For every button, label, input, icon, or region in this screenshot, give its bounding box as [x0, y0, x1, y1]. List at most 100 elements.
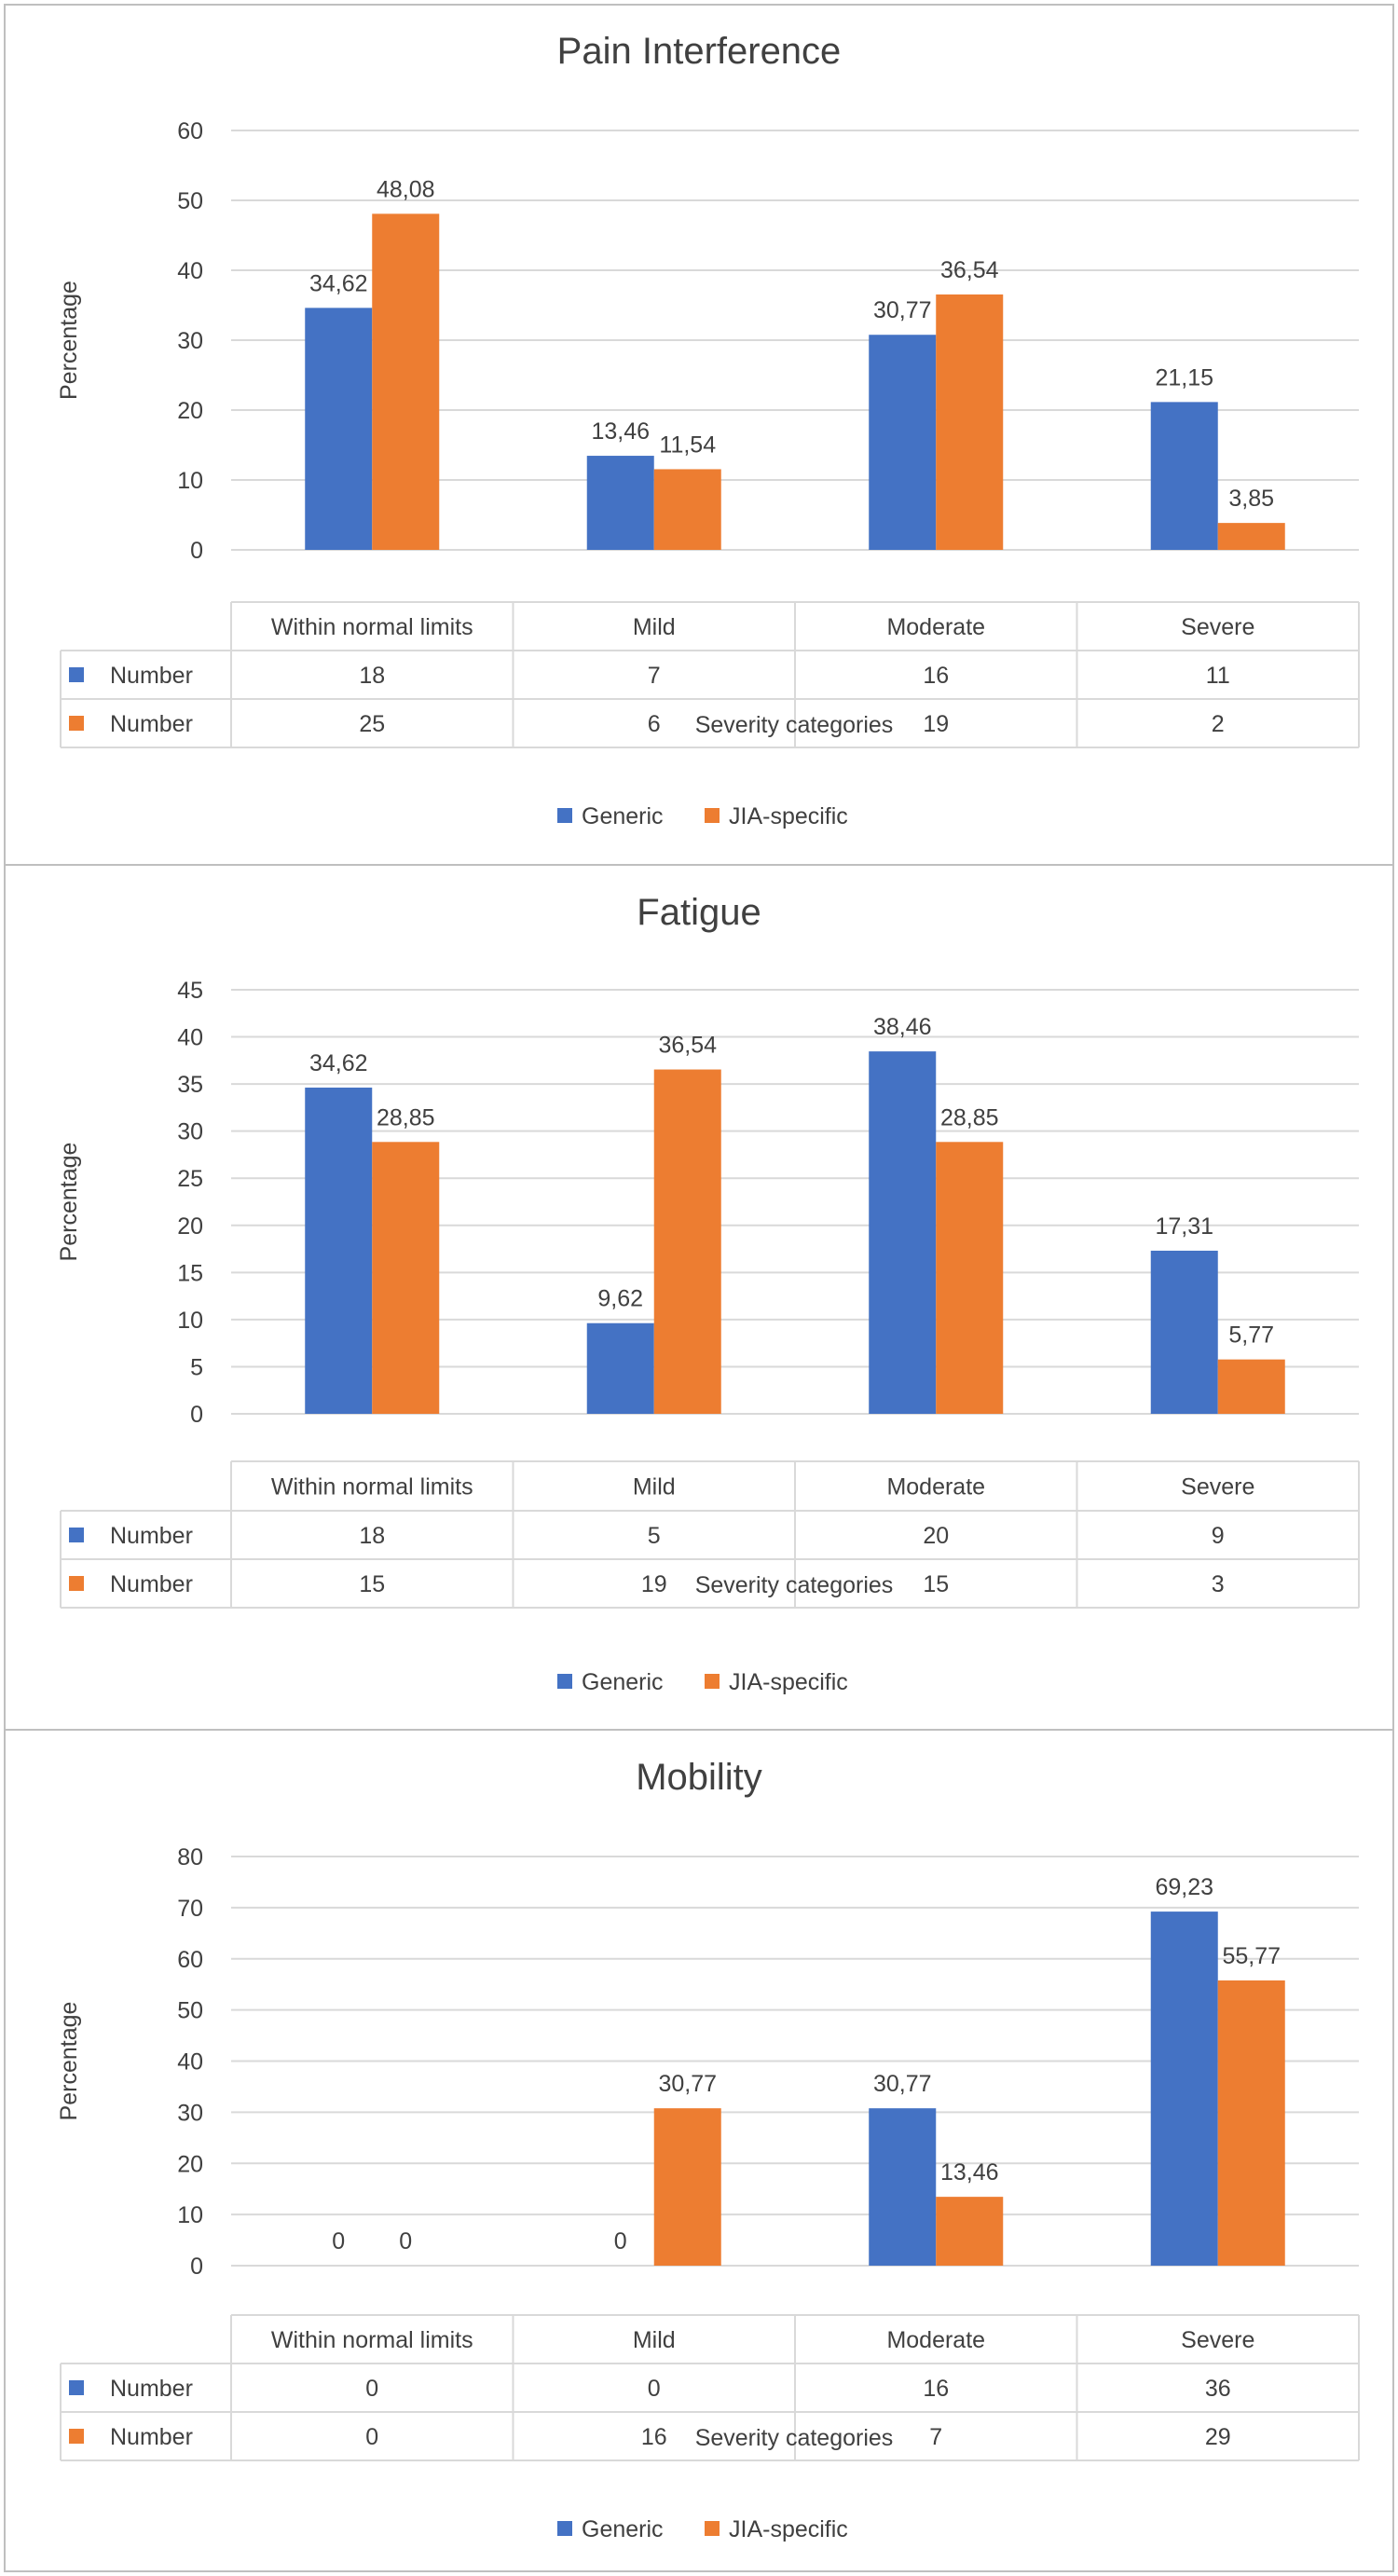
- legend-swatch-generic: [557, 808, 572, 823]
- bar-jia-1: [653, 2108, 721, 2266]
- table-cell: 0: [365, 2376, 378, 2402]
- x-axis-label: Severity categories: [695, 712, 894, 738]
- table-cell: 2: [1212, 711, 1225, 737]
- table-cell: 20: [923, 1523, 949, 1549]
- y-axis-label: Percentage: [56, 1143, 82, 1262]
- bar-generic-2: [869, 2108, 937, 2266]
- table-cell: 15: [359, 1571, 385, 1597]
- data-label: 13,46: [940, 2159, 999, 2185]
- bar-generic-1: [586, 456, 654, 550]
- data-label: 17,31: [1155, 1213, 1213, 1240]
- bar-generic-3: [1150, 402, 1218, 550]
- table-cell: 3: [1212, 1571, 1225, 1597]
- bar-jia-1: [653, 469, 721, 550]
- bar-jia-2: [936, 294, 1004, 550]
- table-cell: 25: [359, 711, 385, 737]
- table-row-label: Number: [110, 711, 193, 737]
- category-label: Severe: [1181, 1474, 1254, 1500]
- y-tick-label: 10: [177, 1308, 203, 1334]
- y-tick-label: 5: [190, 1354, 203, 1380]
- table-cell: 15: [923, 1571, 949, 1597]
- x-axis-label: Severity categories: [695, 2425, 894, 2451]
- y-tick-label: 30: [177, 2100, 203, 2126]
- data-label: 34,62: [309, 270, 368, 296]
- bar-jia-1: [653, 1069, 721, 1414]
- chart-0: Pain Interference 0 10 20 30 40 50 60 Percentage…: [56, 31, 1360, 829]
- data-label: 30,77: [658, 2071, 717, 2097]
- data-label: 21,15: [1155, 364, 1213, 391]
- legend-label-generic: Generic: [582, 1669, 664, 1695]
- bar-jia-3: [1217, 523, 1285, 550]
- legend-key-generic: [69, 1528, 84, 1542]
- bar-generic-3: [1150, 1911, 1218, 2266]
- bar-generic-1: [586, 1322, 654, 1414]
- table-cell: 9: [1212, 1523, 1225, 1549]
- data-label: 30,77: [873, 297, 932, 323]
- legend-swatch-jia: [705, 808, 720, 823]
- legend-swatch-jia: [705, 1674, 720, 1689]
- table-row-label: Number: [110, 1571, 193, 1597]
- table-cell: 0: [648, 2376, 661, 2402]
- bar-generic-0: [305, 308, 373, 550]
- legend-key-generic: [69, 2380, 84, 2395]
- y-tick-label: 20: [177, 398, 203, 424]
- table-cell: 36: [1205, 2376, 1231, 2402]
- table-cell: 16: [641, 2424, 667, 2450]
- y-tick-label: 60: [177, 118, 203, 144]
- table-cell: 7: [648, 663, 661, 689]
- bar-jia-0: [372, 213, 440, 550]
- table-row-label: Number: [110, 2376, 193, 2402]
- category-label: Moderate: [886, 1474, 985, 1500]
- legend-label-generic: Generic: [582, 2516, 664, 2542]
- data-label: 36,54: [940, 257, 999, 283]
- y-tick-label: 0: [190, 1402, 203, 1428]
- category-label: Within normal limits: [271, 2327, 473, 2353]
- y-tick-label: 70: [177, 1896, 203, 1922]
- y-tick-label: 50: [177, 188, 203, 214]
- category-label: Within normal limits: [271, 614, 473, 640]
- table-row-label: Number: [110, 663, 193, 689]
- legend-swatch-jia: [705, 2521, 720, 2536]
- y-tick-label: 10: [177, 2202, 203, 2228]
- data-label: 0: [614, 2228, 627, 2254]
- y-tick-label: 30: [177, 1119, 203, 1145]
- data-label: 9,62: [597, 1286, 643, 1312]
- bar-generic-0: [305, 1087, 373, 1414]
- bar-jia-2: [936, 1142, 1004, 1414]
- y-tick-label: 0: [190, 2254, 203, 2280]
- table-cell: 0: [365, 2424, 378, 2450]
- data-label: 28,85: [940, 1104, 999, 1130]
- bar-jia-3: [1217, 1980, 1285, 2266]
- y-tick-label: 15: [177, 1260, 203, 1286]
- legend-key-generic: [69, 667, 84, 682]
- y-tick-label: 25: [177, 1166, 203, 1192]
- category-label: Mild: [633, 2327, 676, 2353]
- y-tick-label: 45: [177, 978, 203, 1004]
- y-tick-label: 10: [177, 468, 203, 494]
- y-tick-label: 0: [190, 538, 203, 564]
- category-label: Mild: [633, 614, 676, 640]
- y-tick-label: 40: [177, 258, 203, 284]
- bar-jia-2: [936, 2197, 1004, 2266]
- table-cell: 18: [359, 1523, 385, 1549]
- y-tick-label: 40: [177, 1025, 203, 1051]
- bar-jia-3: [1217, 1359, 1285, 1414]
- table-cell: 5: [648, 1523, 661, 1549]
- chart-title: Pain Interference: [557, 31, 842, 72]
- legend-key-jia: [69, 1576, 84, 1591]
- category-label: Moderate: [886, 2327, 985, 2353]
- data-label: 28,85: [377, 1104, 435, 1130]
- table-cell: 7: [929, 2424, 942, 2450]
- y-tick-label: 35: [177, 1072, 203, 1098]
- data-label: 13,46: [591, 418, 650, 445]
- bar-generic-2: [869, 1051, 937, 1414]
- y-tick-label: 30: [177, 328, 203, 354]
- data-label: 38,46: [873, 1014, 932, 1040]
- y-axis-label: Percentage: [56, 281, 82, 400]
- legend-key-jia: [69, 716, 84, 731]
- table-cell: 11: [1206, 663, 1230, 689]
- chart-1: Fatigue051015202530354045Percentage34,62…: [5, 864, 1393, 1695]
- data-label: 11,54: [659, 432, 716, 458]
